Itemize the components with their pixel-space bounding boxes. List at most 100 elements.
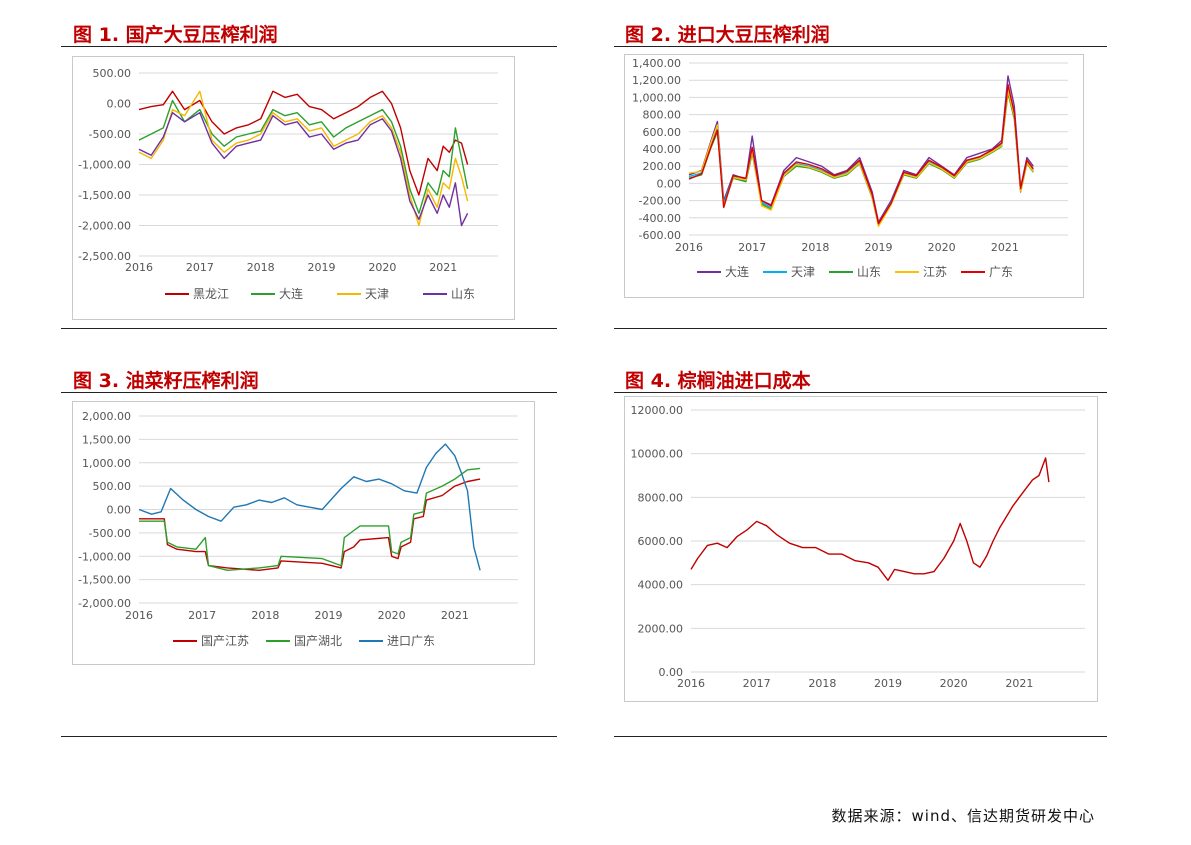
figure-3-title-rule: [61, 392, 557, 393]
y-tick-label: 1,500.00: [82, 433, 131, 446]
legend-label: 江苏: [923, 265, 947, 279]
x-tick-label: 2016: [677, 677, 705, 690]
x-tick-label: 2017: [743, 677, 771, 690]
x-tick-label: 2021: [429, 261, 457, 274]
x-tick-label: 2020: [928, 241, 956, 254]
series-line-进口广东: [138, 443, 481, 571]
figure-2-title-rule: [614, 46, 1107, 47]
x-tick-label: 2017: [188, 609, 216, 622]
x-tick-label: 2018: [251, 609, 279, 622]
x-tick-label: 2020: [378, 609, 406, 622]
y-tick-label: -400.00: [639, 212, 681, 225]
figure-3-chart-panel: 2,000.00 1,500.00 1,000.00 500.00 0.00 -500.0…: [72, 401, 535, 665]
series-line-江苏: [688, 89, 1034, 228]
y-tick-label: -1,500.00: [78, 574, 131, 587]
y-tick-label: 0.00: [657, 177, 682, 190]
x-tick-label: 2016: [675, 241, 703, 254]
y-tick-label: 1,400.00: [632, 57, 681, 70]
legend-label: 国产湖北: [294, 633, 342, 648]
x-tick-label: 2017: [738, 241, 766, 254]
x-tick-label: 2020: [940, 677, 968, 690]
figure-4-title: 图 4. 棕榈油进口成本: [625, 370, 811, 392]
y-tick-label: -1,000.00: [78, 159, 131, 172]
legend-label: 国产江苏: [201, 634, 249, 648]
y-tick-label: -1,500.00: [78, 189, 131, 202]
y-tick-label: 8000.00: [638, 491, 684, 504]
y-tick-label: 1,000.00: [82, 457, 131, 470]
y-tick-label: 2,000.00: [82, 410, 131, 423]
y-tick-label: 200.00: [643, 160, 682, 173]
legend-label: 大连: [279, 286, 303, 301]
y-tick-label: 2000.00: [638, 622, 684, 635]
series-line-国产江苏: [139, 478, 481, 572]
y-tick-label: 1,200.00: [632, 74, 681, 87]
figure-1-chart-panel: 500.00 0.00 -500.00 -1,000.00 -1,500.00 -2,00…: [72, 56, 515, 320]
figure-3-bottom-rule: [61, 736, 557, 737]
y-tick-label: -2,000.00: [78, 597, 131, 610]
figure-2-bottom-rule: [614, 328, 1107, 329]
legend-label: 天津: [365, 287, 389, 301]
series-line-黑龙江: [138, 90, 469, 196]
x-tick-label: 2019: [865, 241, 893, 254]
y-tick-label: 0.00: [107, 98, 132, 111]
figure-2-chart-panel: 1,400.00 1,200.00 1,000.00 800.00 600.00 400.…: [624, 54, 1084, 298]
legend-label: 黑龙江: [193, 287, 229, 301]
figure-4-chart-panel: 12000.00 10000.00 8000.00 6000.00 4000.00 200…: [624, 396, 1098, 702]
series-line-广东: [688, 83, 1034, 225]
figure-3-title: 图 3. 油菜籽压榨利润: [73, 370, 259, 392]
x-tick-label: 2017: [186, 261, 214, 274]
figure-3-chart: 2,000.00 1,500.00 1,000.00 500.00 0.00 -500.0…: [78, 410, 518, 648]
y-tick-label: -500.00: [89, 527, 131, 540]
series-line-series: [690, 457, 1050, 582]
y-tick-label: 500.00: [93, 67, 132, 80]
y-tick-label: -600.00: [639, 229, 681, 242]
y-tick-label: 1,000.00: [632, 91, 681, 104]
y-tick-label: 0.00: [107, 504, 132, 517]
y-tick-label: 800.00: [643, 109, 682, 122]
figure-4-title-rule: [614, 392, 1107, 393]
y-tick-label: 6000.00: [638, 535, 684, 548]
x-tick-label: 2021: [1005, 677, 1033, 690]
x-tick-label: 2019: [874, 677, 902, 690]
legend-label: 山东: [451, 287, 475, 301]
figure-4-chart: 12000.00 10000.00 8000.00 6000.00 4000.00 200…: [631, 404, 1085, 690]
x-tick-label: 2020: [368, 261, 396, 274]
figure-1-title-rule: [61, 46, 557, 47]
y-tick-label: 0.00: [659, 666, 684, 679]
figure-2-chart: 1,400.00 1,200.00 1,000.00 800.00 600.00 400.…: [632, 57, 1068, 279]
series-line-山东: [688, 92, 1034, 227]
x-tick-label: 2018: [801, 241, 829, 254]
series-line-大连: [138, 99, 469, 215]
y-tick-label: -2,000.00: [78, 220, 131, 233]
series-line-天津: [138, 90, 469, 227]
y-tick-label: 12000.00: [631, 404, 684, 417]
figure-1-chart: 500.00 0.00 -500.00 -1,000.00 -1,500.00 -2,00…: [78, 67, 498, 301]
y-tick-label: -200.00: [639, 195, 681, 208]
series-line-山东: [138, 112, 469, 227]
data-source-note: 数据来源：wind、信达期货研发中心: [831, 807, 1095, 825]
legend-label: 大连: [725, 264, 749, 279]
x-tick-label: 2019: [308, 261, 336, 274]
x-tick-label: 2021: [991, 241, 1019, 254]
figure-2-title: 图 2. 进口大豆压榨利润: [625, 24, 830, 46]
y-tick-label: 10000.00: [631, 448, 684, 461]
x-tick-label: 2016: [125, 261, 153, 274]
y-tick-label: 600.00: [643, 126, 682, 139]
x-tick-label: 2019: [315, 609, 343, 622]
y-tick-label: 4000.00: [638, 579, 684, 592]
x-tick-label: 2016: [125, 609, 153, 622]
y-tick-label: 500.00: [93, 480, 132, 493]
y-tick-label: -500.00: [89, 128, 131, 141]
legend-label: 进口广东: [387, 634, 435, 648]
figure-1-title: 图 1. 国产大豆压榨利润: [73, 24, 278, 46]
series-line-国产湖北: [139, 467, 481, 572]
y-tick-label: -1,000.00: [78, 550, 131, 563]
y-tick-label: -2,500.00: [78, 250, 131, 263]
figure-4-bottom-rule: [614, 736, 1107, 737]
legend-label: 广东: [989, 265, 1013, 279]
x-tick-label: 2018: [808, 677, 836, 690]
y-tick-label: 400.00: [643, 143, 682, 156]
x-tick-label: 2021: [441, 609, 469, 622]
figure-1-bottom-rule: [61, 328, 557, 329]
legend-label: 天津: [791, 265, 815, 279]
